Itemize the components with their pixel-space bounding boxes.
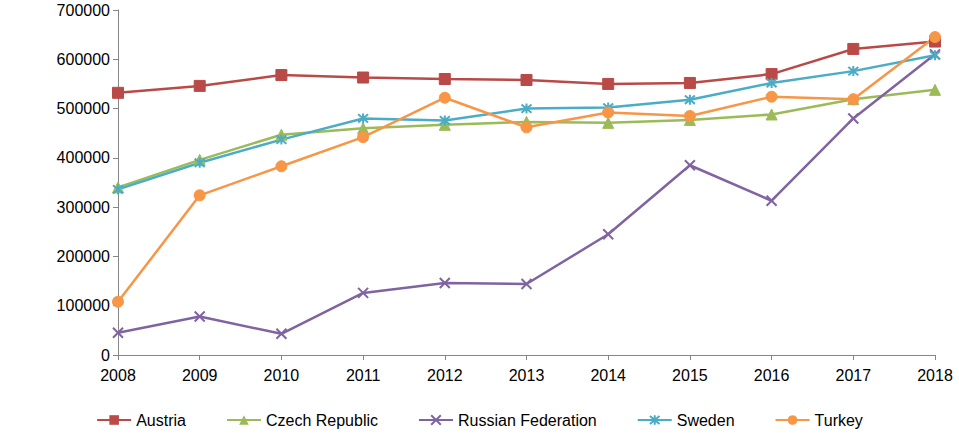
svg-text:2009: 2009 — [182, 367, 218, 384]
svg-text:Sweden: Sweden — [677, 412, 735, 429]
svg-text:100000: 100000 — [57, 297, 110, 314]
svg-text:2018: 2018 — [917, 367, 953, 384]
svg-text:200000: 200000 — [57, 248, 110, 265]
svg-text:2017: 2017 — [836, 367, 872, 384]
svg-text:400000: 400000 — [57, 149, 110, 166]
svg-text:2015: 2015 — [672, 367, 708, 384]
svg-text:2013: 2013 — [509, 367, 545, 384]
svg-text:2011: 2011 — [346, 367, 381, 384]
svg-text:2008: 2008 — [100, 367, 136, 384]
svg-text:2012: 2012 — [427, 367, 463, 384]
svg-text:Austria: Austria — [136, 412, 186, 429]
svg-text:600000: 600000 — [57, 51, 110, 68]
svg-text:300000: 300000 — [57, 199, 110, 216]
svg-text:Russian Federation: Russian Federation — [458, 412, 597, 429]
svg-text:700000: 700000 — [57, 2, 110, 19]
svg-text:0: 0 — [101, 347, 110, 364]
svg-text:2014: 2014 — [590, 367, 626, 384]
svg-text:2010: 2010 — [264, 367, 300, 384]
svg-text:Turkey: Turkey — [815, 412, 863, 429]
svg-text:2016: 2016 — [754, 367, 790, 384]
svg-text:500000: 500000 — [57, 100, 110, 117]
svg-text:Czech Republic: Czech Republic — [266, 412, 378, 429]
